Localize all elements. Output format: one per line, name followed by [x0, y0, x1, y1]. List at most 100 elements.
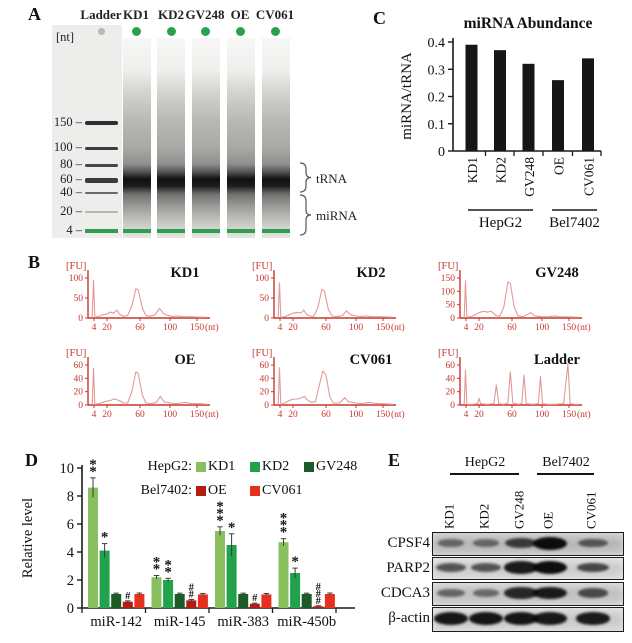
significance-mark: #: [125, 591, 131, 602]
significance-mark: *: [101, 530, 109, 546]
y-tick-label: 2: [67, 573, 74, 589]
blot-band-kd2: [471, 563, 501, 572]
gel-lane-label-cv061: CV061: [255, 7, 295, 22]
gel-lane-label-gv248: GV248: [185, 7, 225, 22]
y-tick-label: 10: [60, 461, 75, 477]
x-tick-label: 4: [278, 323, 283, 333]
x-tick-label: 100: [535, 323, 550, 333]
electropherogram-oe: [FU] OE 0 20 40 60 4 20 60 100 150 (nt): [66, 348, 219, 420]
panel-a-brackets: [299, 162, 312, 236]
blot-lane-label-gv248: GV248: [512, 491, 527, 529]
y-tick-label: 150: [441, 274, 456, 284]
blot-band-gv248: [504, 561, 538, 574]
blot-lane-labels: KD1 KD2 GV248 OE CV061: [442, 491, 599, 529]
x-tick-label: 150: [562, 323, 577, 333]
y-tick-label: 0.1: [428, 118, 446, 133]
bar-kd1-mir-450b: [278, 542, 289, 608]
x-category-label-cv061: CV061: [582, 157, 597, 196]
nt-unit-label: (nt): [577, 322, 591, 333]
subplot-title: OE: [175, 352, 196, 368]
y-tick-label: 0: [78, 401, 83, 411]
significance-mark: #: [252, 593, 258, 604]
ladder-band-150: [85, 121, 118, 125]
electropherogram-kd1: [FU] KD1 0 50 100 4 20 60 100 150 (nt): [66, 261, 219, 333]
y-tick-label: 0: [264, 401, 269, 411]
gel-marker-150: 150 –: [53, 115, 82, 129]
gel-lane-label-kd2: KD2: [158, 7, 184, 22]
bar-kd1-mir-142: [88, 487, 98, 608]
blot-lane-label-kd2: KD2: [477, 504, 492, 529]
electropherogram-cv061: [FU] CV061 0 20 40 60 4 20 60 100 150 (nt): [252, 348, 405, 420]
subplot-title: KD1: [171, 265, 200, 281]
x-tick-label: 60: [135, 323, 145, 333]
nt-unit-label: (nt): [205, 322, 219, 333]
significance-mark: #: [316, 589, 322, 600]
significance-mark: *: [89, 457, 97, 473]
x-category-label-mir-383: miR-383: [217, 614, 269, 630]
significance-mark: *: [164, 564, 172, 580]
y-tick-label: 20: [74, 388, 84, 398]
significance-mark: *: [291, 554, 299, 570]
gel-lane-label-ladder: Ladder: [80, 7, 122, 22]
x-tick-label: 100: [349, 323, 364, 333]
y-tick-label: 0: [264, 314, 269, 324]
ladder-band-20: [85, 211, 118, 213]
blot-group-underline: [450, 473, 519, 475]
blot-band-gv248: [504, 587, 538, 599]
subplot-title: KD2: [357, 265, 386, 281]
gel-lane-green-marker-band: [227, 229, 255, 233]
bar-oe: [552, 80, 564, 151]
gel-marker-40: 40 –: [60, 185, 82, 199]
ladder-band-40: [85, 191, 118, 195]
blot-band-oe: [533, 612, 567, 625]
blot-band-kd2: [472, 539, 500, 547]
gel-lane-green-marker-band: [123, 229, 151, 233]
legend-group-label: HepG2:: [147, 459, 192, 474]
bar-oe-mir-450b: [313, 606, 324, 608]
gel-marker-100: 100 –: [53, 140, 82, 154]
nt-unit-label: (nt): [391, 409, 405, 420]
ladder-well-dot-icon: [97, 27, 105, 35]
significance-mark: *: [153, 562, 161, 578]
nt-unit-label: (nt): [391, 322, 405, 333]
x-tick-label: 4: [92, 323, 97, 333]
y-tick-label: 0: [78, 314, 83, 324]
x-tick-label: 150: [190, 323, 205, 333]
legend-item-kd2: KD2: [250, 459, 296, 475]
trace-ladder: [463, 363, 579, 405]
y-tick-label: 40: [260, 374, 270, 384]
gel-ladder-background: [52, 25, 122, 238]
x-tick-label: 100: [163, 410, 178, 420]
subplot-title: Ladder: [534, 352, 580, 368]
blot-band-oe: [533, 561, 567, 574]
ladder-band-80: [85, 163, 118, 167]
y-tick-label: 100: [69, 274, 84, 284]
legend-swatch-gv248: [304, 462, 314, 472]
blot-band-cv061: [578, 538, 608, 548]
x-category-label-oe: OE: [552, 157, 567, 175]
trace-kd1: [91, 279, 207, 318]
legend-label: GV248: [316, 459, 358, 474]
y-tick-label: 0.3: [428, 63, 446, 78]
x-tick-label: 100: [535, 410, 550, 420]
gel-marker-4: 4 –: [66, 223, 82, 237]
bar-kd1-mir-383: [215, 531, 225, 608]
legend-label: KD2: [262, 459, 290, 474]
y-tick-label: 4: [67, 545, 75, 561]
bar-gv248-mir-142: [111, 594, 122, 608]
gel-lane-kd2: [157, 38, 185, 238]
bar-cv061-mir-383: [261, 594, 272, 608]
x-tick-label: 60: [507, 410, 517, 420]
significance-mark: #: [189, 589, 195, 600]
gel-nt-unit-label: [nt]: [56, 30, 75, 44]
panel-c-label: C: [373, 8, 386, 28]
gel-lane-green-marker-band: [157, 229, 185, 233]
significance-mark: #: [316, 596, 322, 607]
significance-mark: #: [316, 582, 322, 593]
blot-protein-label-parp2: PARP2: [386, 560, 430, 576]
gel-lane-oe: [227, 38, 255, 238]
blot-band-cv061: [577, 588, 609, 598]
x-tick-label: 20: [102, 410, 112, 420]
gel-marker-20: 20 –: [60, 204, 82, 218]
x-category-label-kd2: KD2: [494, 157, 509, 183]
